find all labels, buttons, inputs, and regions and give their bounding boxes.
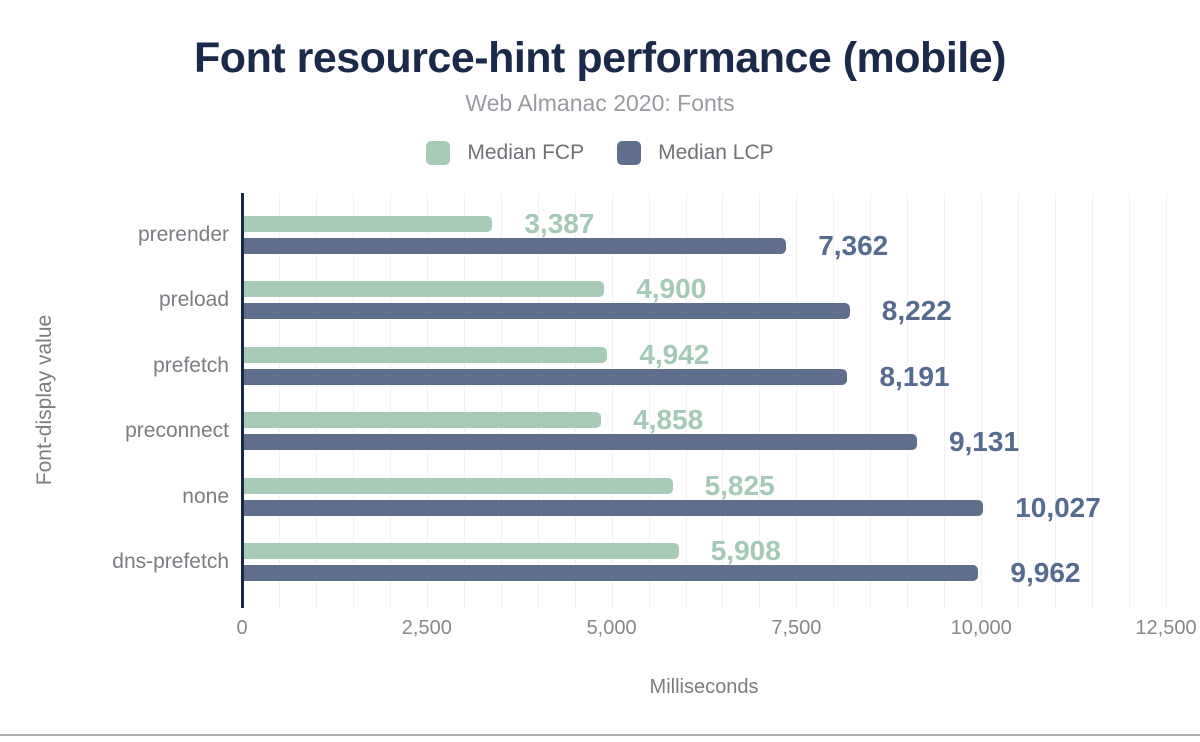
y-axis-line bbox=[241, 193, 244, 608]
value-label-median-fcp-prefetch: 4,942 bbox=[639, 338, 710, 370]
gridline bbox=[833, 193, 835, 608]
bar-median-lcp-prefetch bbox=[242, 368, 848, 385]
gridline bbox=[759, 193, 761, 608]
gridline bbox=[981, 193, 983, 608]
chart-subtitle: Web Almanac 2020: Fonts bbox=[465, 90, 735, 116]
category-label-none: none bbox=[182, 484, 229, 508]
value-label-median-fcp-dns-prefetch: 5,908 bbox=[710, 535, 781, 566]
plot-area: prerender 3,387 7,362 preload 4,900 8,222 pref… bbox=[112, 193, 1167, 608]
legend-item-median-lcp[interactable]: Median LCP bbox=[617, 141, 774, 165]
chart-row-prerender: prerender 3,387 7,362 bbox=[138, 208, 1166, 261]
gridline bbox=[426, 193, 428, 608]
gridline bbox=[685, 193, 687, 608]
x-tick-label-2500: 2,500 bbox=[401, 617, 452, 639]
chart-row-none: none 5,825 10,027 bbox=[182, 469, 1166, 523]
gridline bbox=[611, 193, 613, 608]
bar-median-lcp-preconnect bbox=[242, 434, 917, 451]
chart-row-preconnect: preconnect 4,858 9,131 bbox=[125, 404, 1166, 458]
value-label-median-fcp-prerender: 3,387 bbox=[524, 208, 595, 239]
gridline bbox=[870, 193, 872, 608]
category-label-dns-prefetch: dns-prefetch bbox=[112, 550, 229, 573]
chart-row-preload: preload 4,900 8,222 bbox=[159, 273, 1166, 327]
category-label-prefetch: prefetch bbox=[153, 353, 229, 377]
chart-title: Font resource-hint performance (mobile) bbox=[194, 34, 1006, 82]
x-tick-label-7500: 7,500 bbox=[771, 617, 822, 639]
legend-swatch-lcp-icon bbox=[617, 141, 642, 165]
gridline bbox=[500, 193, 502, 608]
x-tick-label-5000: 5,000 bbox=[586, 617, 637, 639]
gridline bbox=[648, 193, 650, 608]
value-label-median-fcp-preload: 4,900 bbox=[636, 273, 707, 305]
x-tick-label-12500: 12,500 bbox=[1135, 617, 1197, 639]
value-label-median-lcp-prerender: 7,362 bbox=[818, 230, 889, 261]
gridline bbox=[1055, 193, 1057, 608]
gridline bbox=[315, 193, 317, 608]
bar-median-fcp-prefetch bbox=[242, 346, 608, 363]
gridline bbox=[1166, 193, 1167, 608]
category-label-preconnect: preconnect bbox=[125, 419, 229, 443]
legend-swatch-fcp-icon bbox=[426, 141, 451, 165]
bar-median-lcp-dns-prefetch bbox=[242, 565, 979, 581]
chart-row-prefetch: prefetch 4,942 8,191 bbox=[153, 338, 1166, 392]
y-axis-title: Font-display value bbox=[33, 314, 56, 486]
value-label-median-lcp-dns-prefetch: 9,962 bbox=[1010, 557, 1081, 588]
value-label-median-lcp-prefetch: 8,191 bbox=[879, 360, 950, 392]
chart-row-dns-prefetch: dns-prefetch 5,908 9,962 bbox=[112, 535, 1166, 588]
bottom-divider bbox=[0, 734, 1200, 736]
gridline bbox=[1129, 193, 1131, 608]
bar-median-fcp-none bbox=[242, 477, 673, 494]
value-label-median-lcp-none: 10,027 bbox=[1015, 491, 1101, 523]
x-tick-label-10000: 10,000 bbox=[950, 617, 1012, 639]
value-label-median-lcp-preconnect: 9,131 bbox=[948, 426, 1020, 458]
gridline bbox=[278, 193, 280, 608]
gridline bbox=[722, 193, 724, 608]
gridline bbox=[907, 193, 909, 608]
gridline bbox=[389, 193, 391, 608]
gridline bbox=[574, 193, 576, 608]
bar-median-fcp-prerender bbox=[242, 216, 493, 232]
bar-median-lcp-preload bbox=[242, 303, 850, 320]
value-label-median-lcp-preload: 8,222 bbox=[881, 295, 952, 327]
category-label-prerender: prerender bbox=[137, 223, 229, 246]
gridline bbox=[1092, 193, 1094, 608]
gridline bbox=[944, 193, 946, 608]
x-axis-ticks: 0 2,500 5,000 7,500 10,000 12,500 bbox=[236, 617, 1196, 643]
legend-label-fcp: Median FCP bbox=[467, 141, 585, 164]
bar-median-fcp-preload bbox=[242, 281, 605, 298]
gridline bbox=[796, 193, 798, 608]
gridline bbox=[1018, 193, 1020, 608]
category-label-preload: preload bbox=[158, 288, 229, 312]
legend: Median FCP Median LCP bbox=[0, 141, 1200, 165]
bar-median-lcp-prerender bbox=[242, 238, 787, 254]
bar-median-fcp-dns-prefetch bbox=[242, 543, 679, 559]
legend-item-median-fcp[interactable]: Median FCP bbox=[426, 141, 584, 165]
value-label-median-fcp-preconnect: 4,858 bbox=[633, 404, 704, 436]
gridline bbox=[463, 193, 465, 608]
x-tick-label-0: 0 bbox=[236, 617, 248, 639]
bar-median-fcp-preconnect bbox=[242, 412, 602, 429]
x-axis-title: Milliseconds bbox=[649, 676, 759, 698]
gridline bbox=[352, 193, 354, 608]
value-label-median-fcp-none: 5,825 bbox=[704, 469, 775, 501]
gridline bbox=[537, 193, 539, 608]
bar-median-lcp-none bbox=[242, 499, 984, 516]
legend-label-lcp: Median LCP bbox=[658, 141, 774, 164]
